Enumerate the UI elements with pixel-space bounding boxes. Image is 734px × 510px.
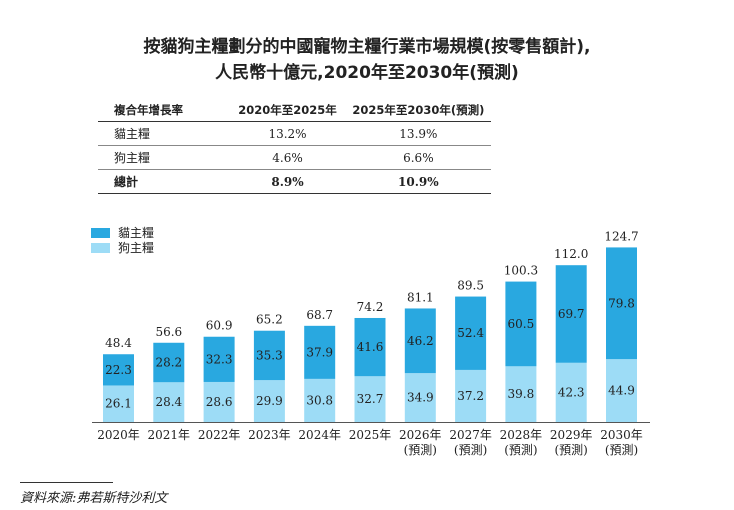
chart-title-line2: 人民幣十億元,2020年至2030年(預測): [215, 63, 519, 83]
cagr-row-total: 總計 8.9% 10.9%: [98, 169, 491, 194]
cagr-header-period1: 2020年至2025年: [229, 98, 346, 122]
data-label-cat: 22.3: [105, 363, 132, 377]
bar-segment-cat: [153, 342, 185, 383]
bar-segment-dog: [203, 381, 235, 422]
bar-segment-dog: [354, 376, 386, 422]
bar-segment-dog: [153, 382, 185, 422]
data-label-dog: 37.2: [457, 389, 484, 403]
data-label-total: 48.4: [105, 336, 132, 350]
x-tick-label: 2026年: [399, 428, 442, 442]
source-divider: [20, 482, 113, 483]
bar-segment-dog: [555, 362, 587, 422]
bar-segment-dog: [455, 369, 487, 422]
bar-segment-cat: [404, 308, 436, 374]
cagr-row-label: 狗主糧: [98, 145, 230, 170]
cagr-table: 複合年增長率 2020年至2025年 2025年至2030年(預測) 貓主糧 1…: [98, 98, 491, 194]
x-tick-label: 2030年: [600, 428, 643, 442]
data-label-cat: 52.4: [457, 326, 484, 340]
bar-segment-cat: [253, 330, 285, 381]
data-label-total: 112.0: [554, 247, 588, 261]
x-tick-label: 2028年: [500, 428, 543, 442]
data-label-dog: 28.4: [155, 395, 182, 409]
legend-swatch-cat: [91, 228, 110, 238]
bar-segment-cat: [304, 325, 336, 379]
cagr-row-value1: 4.6%: [229, 145, 346, 170]
data-label-cat: 32.3: [206, 352, 233, 366]
data-label-dog: 30.8: [306, 393, 333, 407]
x-tick-label: 2020年: [97, 428, 140, 442]
cagr-row-label: 總計: [98, 169, 230, 194]
cagr-row-value1: 8.9%: [229, 169, 346, 194]
cagr-row-value2: 10.9%: [345, 169, 491, 194]
data-label-total: 81.1: [407, 290, 434, 304]
bar-segment-dog: [505, 366, 537, 422]
x-tick-note: (預測): [504, 443, 537, 457]
cagr-row-value2: 6.6%: [345, 145, 491, 170]
cagr-row-cat: 貓主糧 13.2% 13.9%: [98, 121, 491, 146]
legend-label-dog: 狗主糧: [118, 241, 155, 255]
data-label-dog: 28.6: [206, 395, 233, 409]
x-tick-label: 2029年: [550, 428, 593, 442]
x-tick-note: (預測): [404, 443, 437, 457]
bar-segment-cat: [455, 296, 487, 370]
x-tick-label: 2023年: [248, 428, 291, 442]
x-tick-label: 2022年: [198, 428, 241, 442]
cagr-row-dog: 狗主糧 4.6% 6.6%: [98, 145, 491, 170]
data-label-cat: 28.2: [155, 356, 182, 370]
data-label-total: 68.7: [306, 308, 333, 322]
legend-label-cat: 貓主糧: [118, 226, 155, 240]
data-label-total: 60.9: [206, 319, 233, 333]
x-tick-note: (預測): [605, 443, 638, 457]
data-label-cat: 69.7: [558, 307, 585, 321]
chart-title-line1: 按貓狗主糧劃分的中國寵物主糧行業市場規模(按零售額計),: [143, 37, 591, 57]
x-tick-note: (預測): [555, 443, 588, 457]
bar-segment-dog: [103, 385, 134, 422]
bar-segment-cat: [103, 354, 134, 386]
bar-segment-cat: [505, 281, 537, 367]
data-label-total: 56.6: [155, 325, 182, 339]
data-label-total: 100.3: [504, 264, 538, 278]
bar-segment-cat: [606, 247, 637, 360]
data-label-dog: 26.1: [105, 397, 132, 411]
bar-segment-cat: [203, 336, 235, 382]
data-label-cat: 37.9: [306, 345, 333, 359]
data-label-cat: 41.6: [357, 340, 384, 354]
cagr-row-value1: 13.2%: [229, 121, 346, 146]
bar-segment-dog: [404, 373, 436, 422]
data-label-dog: 42.3: [558, 385, 585, 399]
x-tick-label: 2027年: [449, 428, 492, 442]
x-tick-note: (預測): [454, 443, 487, 457]
bar-segment-cat: [354, 317, 386, 377]
data-label-dog: 34.9: [407, 391, 434, 405]
source-note: 資料來源:弗若斯特沙利文: [20, 491, 168, 506]
data-label-dog: 39.8: [508, 387, 535, 401]
bar-segment-dog: [253, 380, 285, 422]
cagr-header-row: 複合年增長率 2020年至2025年 2025年至2030年(預測): [98, 98, 491, 122]
bar-segment-cat: [555, 265, 587, 363]
legend-swatch-dog: [91, 243, 110, 253]
bar-segment-dog: [304, 378, 336, 422]
data-label-dog: 32.7: [357, 392, 384, 406]
x-tick-label: 2021年: [148, 428, 191, 442]
cagr-row-value2: 13.9%: [345, 121, 491, 146]
cagr-header-label: 複合年增長率: [98, 98, 230, 122]
data-label-cat: 35.3: [256, 348, 283, 362]
data-label-total: 74.2: [357, 300, 384, 314]
data-label-cat: 60.5: [508, 317, 535, 331]
data-label-dog: 29.9: [256, 394, 283, 408]
data-label-total: 124.7: [604, 229, 638, 243]
cagr-header-period2: 2025年至2030年(預測): [345, 98, 491, 122]
data-label-total: 89.5: [457, 279, 484, 293]
x-tick-label: 2025年: [349, 428, 392, 442]
data-label-dog: 44.9: [608, 384, 635, 398]
data-label-total: 65.2: [256, 313, 283, 327]
data-label-cat: 79.8: [608, 296, 635, 310]
data-label-cat: 46.2: [407, 334, 434, 348]
cagr-row-label: 貓主糧: [98, 121, 230, 146]
x-tick-label: 2024年: [298, 428, 341, 442]
bar-segment-dog: [606, 359, 637, 422]
